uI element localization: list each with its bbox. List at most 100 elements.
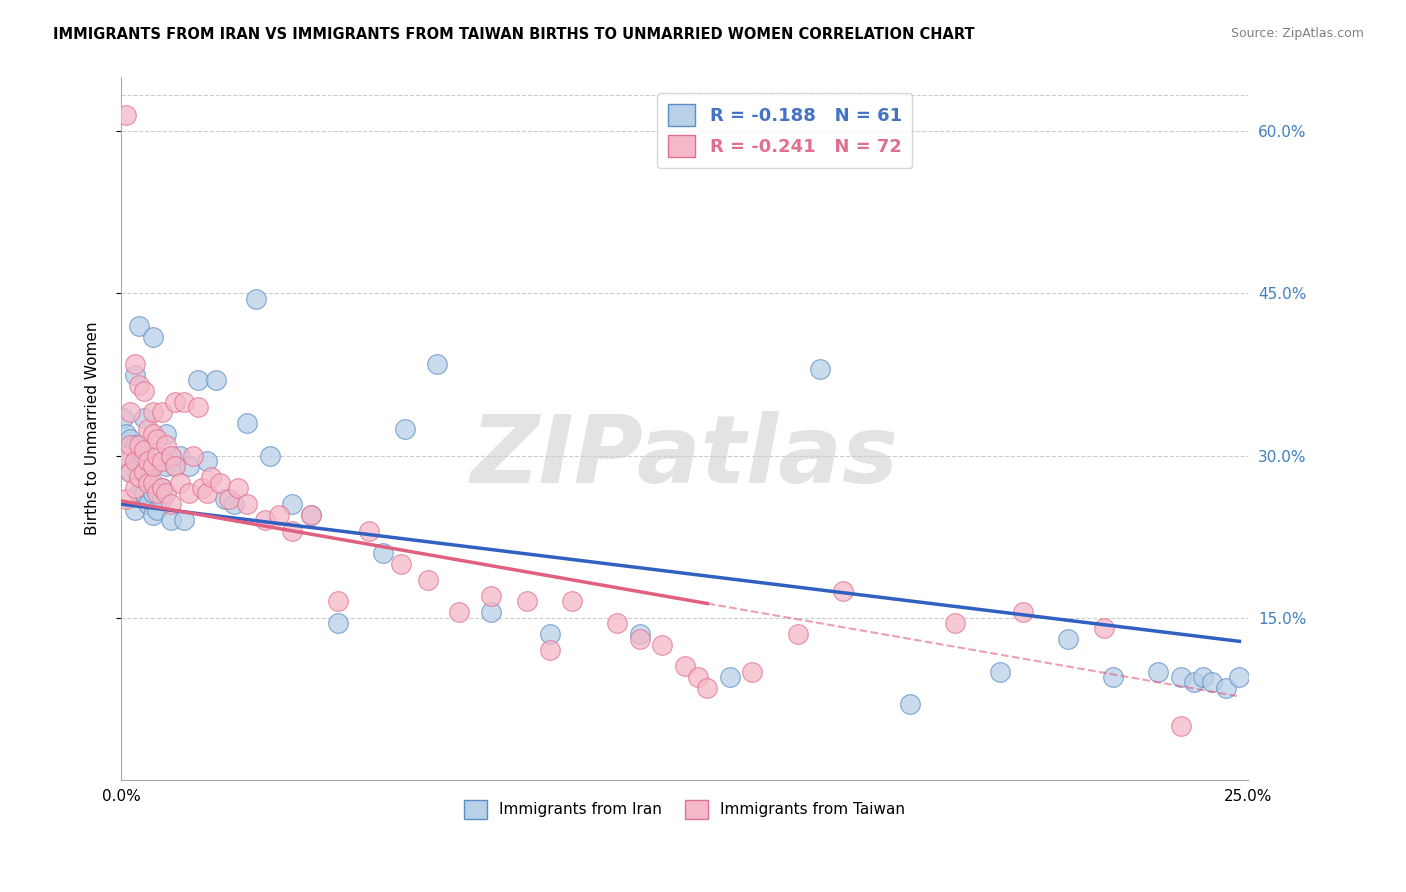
Point bbox=[128, 486, 150, 500]
Point bbox=[195, 454, 218, 468]
Point bbox=[155, 486, 177, 500]
Point bbox=[688, 670, 710, 684]
Point bbox=[651, 638, 673, 652]
Point bbox=[146, 502, 169, 516]
Point bbox=[120, 465, 142, 479]
Point bbox=[150, 481, 173, 495]
Point bbox=[299, 508, 322, 522]
Point bbox=[236, 416, 259, 430]
Point bbox=[1182, 675, 1205, 690]
Point bbox=[259, 449, 281, 463]
Point bbox=[173, 513, 195, 527]
Point bbox=[209, 475, 232, 490]
Point bbox=[142, 508, 165, 522]
Point bbox=[124, 502, 146, 516]
Point bbox=[128, 438, 150, 452]
Point bbox=[200, 470, 222, 484]
Point bbox=[132, 443, 155, 458]
Point bbox=[120, 433, 142, 447]
Point bbox=[741, 665, 763, 679]
Point bbox=[150, 481, 173, 495]
Point bbox=[146, 449, 169, 463]
Point bbox=[191, 481, 214, 495]
Point bbox=[218, 491, 240, 506]
Point bbox=[169, 475, 191, 490]
Point bbox=[281, 524, 304, 538]
Point bbox=[205, 373, 228, 387]
Point bbox=[136, 454, 159, 468]
Point bbox=[1012, 605, 1035, 619]
Point bbox=[159, 449, 181, 463]
Point bbox=[326, 594, 349, 608]
Point bbox=[128, 454, 150, 468]
Point bbox=[673, 659, 696, 673]
Point bbox=[236, 497, 259, 511]
Point bbox=[426, 357, 449, 371]
Point bbox=[128, 318, 150, 333]
Point bbox=[195, 486, 218, 500]
Point bbox=[281, 497, 304, 511]
Point bbox=[165, 459, 187, 474]
Point bbox=[1170, 718, 1192, 732]
Point bbox=[124, 481, 146, 495]
Point bbox=[155, 459, 177, 474]
Point bbox=[1102, 670, 1125, 684]
Point bbox=[124, 454, 146, 468]
Point bbox=[146, 433, 169, 447]
Point bbox=[1192, 670, 1215, 684]
Point bbox=[177, 486, 200, 500]
Point bbox=[146, 481, 169, 495]
Point bbox=[1215, 681, 1237, 695]
Point bbox=[114, 454, 136, 468]
Point bbox=[136, 421, 159, 435]
Point bbox=[112, 410, 135, 425]
Point bbox=[628, 627, 651, 641]
Point bbox=[299, 508, 322, 522]
Point bbox=[142, 329, 165, 343]
Point bbox=[254, 513, 277, 527]
Point bbox=[538, 643, 561, 657]
Point bbox=[898, 697, 921, 711]
Point bbox=[228, 481, 250, 495]
Point bbox=[150, 405, 173, 419]
Point bbox=[136, 497, 159, 511]
Point bbox=[479, 589, 502, 603]
Point bbox=[943, 615, 966, 630]
Point bbox=[187, 373, 209, 387]
Text: ZIPatlas: ZIPatlas bbox=[471, 410, 898, 502]
Point bbox=[173, 394, 195, 409]
Point bbox=[222, 497, 245, 511]
Point bbox=[165, 394, 187, 409]
Point bbox=[606, 615, 628, 630]
Point bbox=[114, 426, 136, 441]
Point bbox=[389, 557, 412, 571]
Point bbox=[142, 486, 165, 500]
Point bbox=[155, 438, 177, 452]
Point bbox=[136, 470, 159, 484]
Point bbox=[1170, 670, 1192, 684]
Point bbox=[155, 426, 177, 441]
Point bbox=[132, 384, 155, 398]
Point bbox=[1147, 665, 1170, 679]
Point bbox=[120, 465, 142, 479]
Point bbox=[479, 605, 502, 619]
Point bbox=[132, 465, 155, 479]
Point bbox=[718, 670, 741, 684]
Point bbox=[416, 573, 439, 587]
Point bbox=[1229, 670, 1251, 684]
Legend: Immigrants from Iran, Immigrants from Taiwan: Immigrants from Iran, Immigrants from Ta… bbox=[458, 794, 911, 824]
Point bbox=[808, 362, 831, 376]
Point bbox=[150, 491, 173, 506]
Point bbox=[831, 583, 853, 598]
Point bbox=[114, 491, 136, 506]
Point bbox=[169, 449, 191, 463]
Point bbox=[326, 615, 349, 630]
Point bbox=[142, 405, 165, 419]
Point bbox=[159, 449, 181, 463]
Point bbox=[132, 486, 155, 500]
Point bbox=[132, 449, 155, 463]
Text: Source: ZipAtlas.com: Source: ZipAtlas.com bbox=[1230, 27, 1364, 40]
Point bbox=[114, 108, 136, 122]
Point bbox=[187, 400, 209, 414]
Point bbox=[1057, 632, 1080, 647]
